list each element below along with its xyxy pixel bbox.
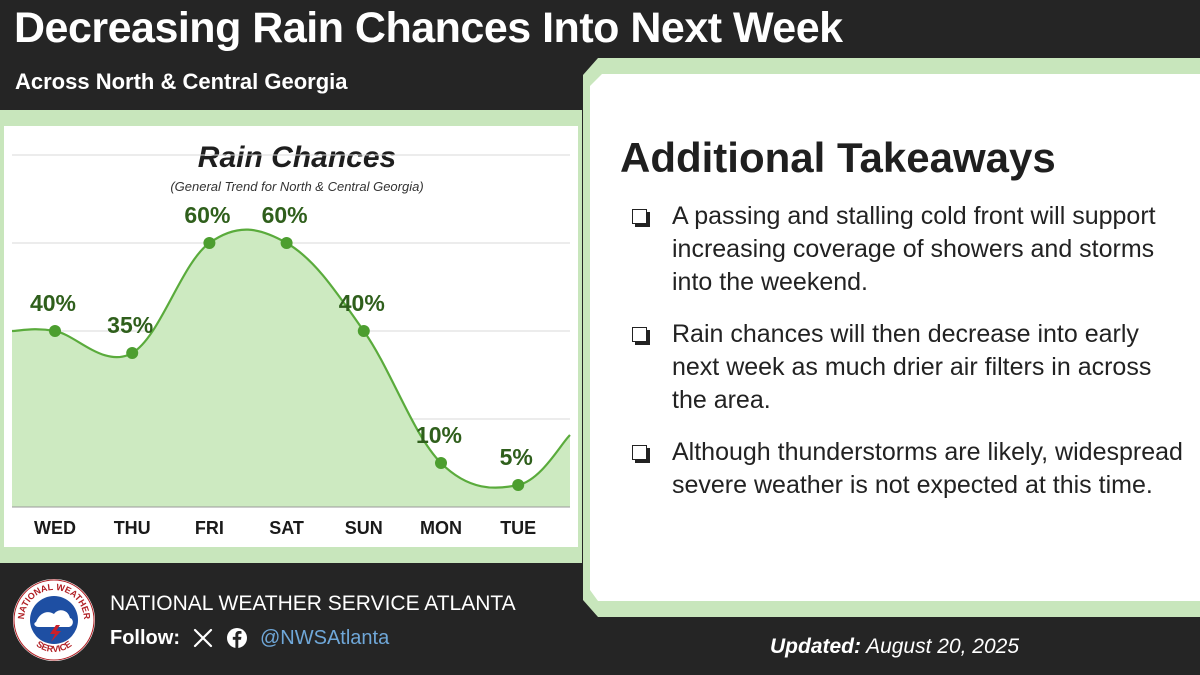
page-subtitle: Across North & Central Georgia: [15, 69, 348, 94]
data-label: 5%: [500, 444, 533, 470]
follow-row: Follow: @NWSAtlanta: [110, 625, 389, 651]
data-point: [435, 457, 447, 469]
data-point: [203, 237, 216, 249]
data-label: 10%: [416, 422, 462, 448]
data-label: 35%: [107, 312, 153, 338]
checkbox-icon: [632, 209, 647, 224]
checkbox-icon: [632, 445, 647, 460]
updated-label: Updated:: [770, 635, 861, 658]
data-label: 60%: [262, 202, 308, 228]
takeaway-text: Rain chances will then decrease into ear…: [672, 320, 1152, 414]
checkbox-icon: [632, 327, 647, 342]
data-label: 40%: [339, 290, 385, 316]
updated-date: August 20, 2025: [866, 635, 1020, 658]
chart-title: Rain Chances: [197, 141, 397, 174]
takeaway-item: Rain chances will then decrease into ear…: [632, 318, 1192, 417]
data-point: [126, 347, 139, 359]
data-point: [49, 325, 61, 337]
right-panel: [590, 74, 1200, 601]
x-tick-label: FRI: [195, 518, 224, 538]
takeaways-title: Additional Takeaways: [620, 134, 1056, 181]
svg-text:SERVICE: SERVICE: [35, 639, 74, 654]
x-tick-label: MON: [420, 518, 462, 538]
social-handle-link[interactable]: @NWSAtlanta: [259, 626, 390, 649]
updated-stamp: Updated: August 20, 2025: [770, 635, 1019, 659]
x-tick-label: TUE: [500, 518, 536, 538]
data-point: [280, 237, 293, 249]
facebook-icon[interactable]: [226, 627, 248, 649]
x-tick-label: SAT: [269, 518, 304, 538]
takeaway-item: Although thunderstorms are likely, wides…: [632, 436, 1192, 502]
data-label: 60%: [184, 202, 230, 228]
data-point: [512, 479, 525, 491]
x-tick-label: WED: [34, 518, 76, 538]
page-title: Decreasing Rain Chances Into Next Week: [14, 4, 843, 52]
chart-subtitle: (General Trend for North & Central Georg…: [170, 179, 424, 194]
follow-label: Follow:: [110, 626, 180, 649]
area-fill: [12, 229, 570, 507]
takeaway-item: A passing and stalling cold front will s…: [632, 200, 1192, 299]
x-tick-label: SUN: [345, 518, 383, 538]
takeaways-list: A passing and stalling cold front will s…: [632, 200, 1192, 521]
data-point: [357, 325, 370, 337]
takeaway-text: A passing and stalling cold front will s…: [672, 202, 1156, 296]
organization-name: NATIONAL WEATHER SERVICE ATLANTA: [110, 592, 516, 615]
data-label: 40%: [30, 290, 76, 316]
nws-logo: NATIONAL WEATHER SERVICE: [13, 579, 95, 661]
x-icon[interactable]: [192, 627, 214, 649]
takeaway-text: Although thunderstorms are likely, wides…: [672, 438, 1183, 499]
x-tick-label: THU: [114, 518, 151, 538]
